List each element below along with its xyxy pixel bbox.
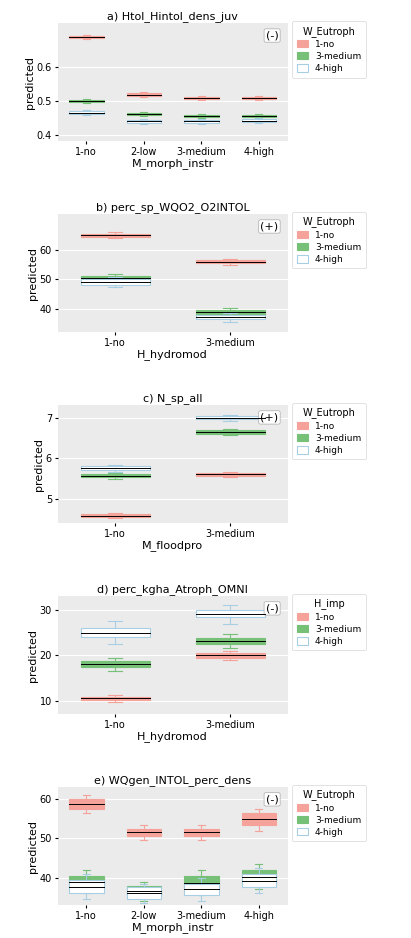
Y-axis label: predicted: predicted [28,247,38,300]
Bar [184,828,219,837]
Bar [196,653,265,658]
Bar [81,466,150,471]
Bar [127,885,161,896]
Bar [184,120,219,123]
Legend: 1-no, 3-medium, 4-high: 1-no, 3-medium, 4-high [292,403,366,460]
Bar [69,36,104,38]
Bar [81,628,150,637]
Bar [81,697,150,700]
Title: e) WQgen_INTOL_perc_dens: e) WQgen_INTOL_perc_dens [94,775,251,786]
X-axis label: M_morph_instr: M_morph_instr [132,922,214,933]
Bar [81,234,150,236]
Bar [127,113,161,115]
Bar [81,279,150,285]
Bar [196,638,265,643]
Bar [69,880,104,893]
Bar [184,876,219,889]
X-axis label: H_hydromod: H_hydromod [137,731,208,742]
Bar [184,97,219,98]
Legend: 1-no, 3-medium, 4-high: 1-no, 3-medium, 4-high [292,594,366,650]
Bar [242,813,276,825]
Bar [81,514,150,517]
Bar [242,873,276,887]
Bar [81,474,150,477]
Bar [127,828,161,837]
Bar [196,430,265,433]
Bar [196,416,265,419]
Title: a) Htol_Hintol_dens_juv: a) Htol_Hintol_dens_juv [107,11,238,23]
Y-axis label: predicted: predicted [25,56,35,109]
Legend: 1-no, 3-medium, 4-high: 1-no, 3-medium, 4-high [292,785,366,841]
Text: (+): (+) [261,221,279,232]
Text: (-): (-) [266,603,279,613]
Bar [69,112,104,114]
Bar [242,119,276,123]
Bar [127,887,161,900]
Text: (-): (-) [266,794,279,805]
Bar [127,93,161,96]
Bar [242,870,276,884]
Legend: 1-no, 3-medium, 4-high: 1-no, 3-medium, 4-high [292,212,366,268]
X-axis label: H_hydromod: H_hydromod [137,349,208,360]
Text: (-): (-) [266,31,279,40]
Bar [127,120,161,123]
Bar [81,276,150,280]
Bar [69,799,104,809]
Bar [196,610,265,616]
Bar [196,315,265,319]
Bar [184,114,219,117]
Text: (+): (+) [261,413,279,422]
Bar [196,310,265,314]
Bar [242,114,276,117]
Legend: 1-no, 3-medium, 4-high: 1-no, 3-medium, 4-high [292,21,366,78]
Title: d) perc_kgha_Atroph_OMNI: d) perc_kgha_Atroph_OMNI [97,584,248,595]
Y-axis label: predicted: predicted [35,438,44,491]
X-axis label: M_floodpro: M_floodpro [142,540,203,552]
Y-axis label: predicted: predicted [28,820,38,872]
Title: c) N_sp_all: c) N_sp_all [143,393,202,404]
Bar [81,661,150,667]
Bar [69,876,104,887]
Bar [196,260,265,263]
Title: b) perc_sp_WQO2_O2INTOL: b) perc_sp_WQO2_O2INTOL [96,203,249,213]
Bar [69,100,104,102]
X-axis label: M_morph_instr: M_morph_instr [132,159,214,169]
Bar [184,884,219,896]
Bar [196,474,265,477]
Bar [242,97,276,98]
Y-axis label: predicted: predicted [28,628,38,682]
